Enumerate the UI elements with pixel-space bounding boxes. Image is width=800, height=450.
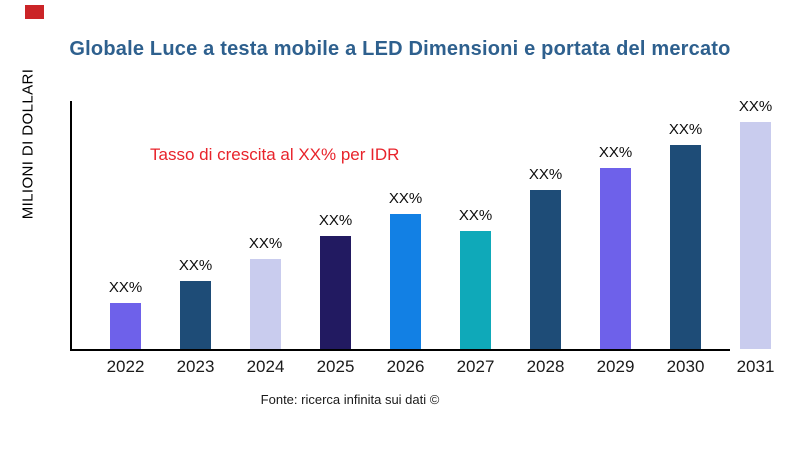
bar-value-label-2027: XX% — [458, 207, 493, 224]
corner-mark — [25, 5, 44, 19]
bar-2028 — [530, 190, 561, 349]
bar-2023 — [180, 281, 211, 349]
bar-value-label-2025: XX% — [318, 212, 353, 229]
x-tick-label-2029: 2029 — [596, 357, 635, 376]
bar-value-label-2029: XX% — [598, 144, 633, 161]
bar-value-label-2024: XX% — [248, 235, 283, 252]
bar-value-label-2031: XX% — [738, 98, 773, 115]
bar-2024 — [250, 259, 281, 349]
bar-value-label-2026: XX% — [388, 190, 423, 207]
bar-2027 — [460, 231, 491, 349]
growth-rate-annotation: Tasso di crescita al XX% per IDR — [150, 145, 400, 164]
bar-value-label-2023: XX% — [178, 257, 213, 274]
chart-title: Globale Luce a testa mobile a LED Dimens… — [69, 38, 731, 60]
x-tick-label-2028: 2028 — [526, 357, 565, 376]
x-tick-label-2023: 2023 — [176, 357, 215, 376]
bar-2026 — [390, 214, 421, 349]
x-tick-label-2025: 2025 — [316, 357, 355, 376]
bar-2025 — [320, 236, 351, 349]
x-axis-line — [70, 349, 730, 351]
y-axis-label: MILIONI DI DOLLARI — [19, 68, 37, 220]
bar-2031 — [740, 122, 771, 349]
bar-2029 — [600, 168, 631, 349]
bar-value-label-2028: XX% — [528, 166, 563, 183]
y-axis-line — [70, 101, 72, 351]
x-tick-label-2022: 2022 — [106, 357, 145, 376]
bar-2030 — [670, 145, 701, 349]
bar-2022 — [110, 303, 141, 349]
x-tick-label-2027: 2027 — [456, 357, 495, 376]
bar-value-label-2022: XX% — [108, 279, 143, 296]
x-tick-label-2026: 2026 — [386, 357, 425, 376]
x-tick-label-2024: 2024 — [246, 357, 285, 376]
source-attribution: Fonte: ricerca infinita sui dati © — [260, 392, 440, 407]
bar-value-label-2030: XX% — [668, 121, 703, 138]
x-tick-label-2030: 2030 — [666, 357, 705, 376]
x-tick-label-2031: 2031 — [736, 357, 775, 376]
